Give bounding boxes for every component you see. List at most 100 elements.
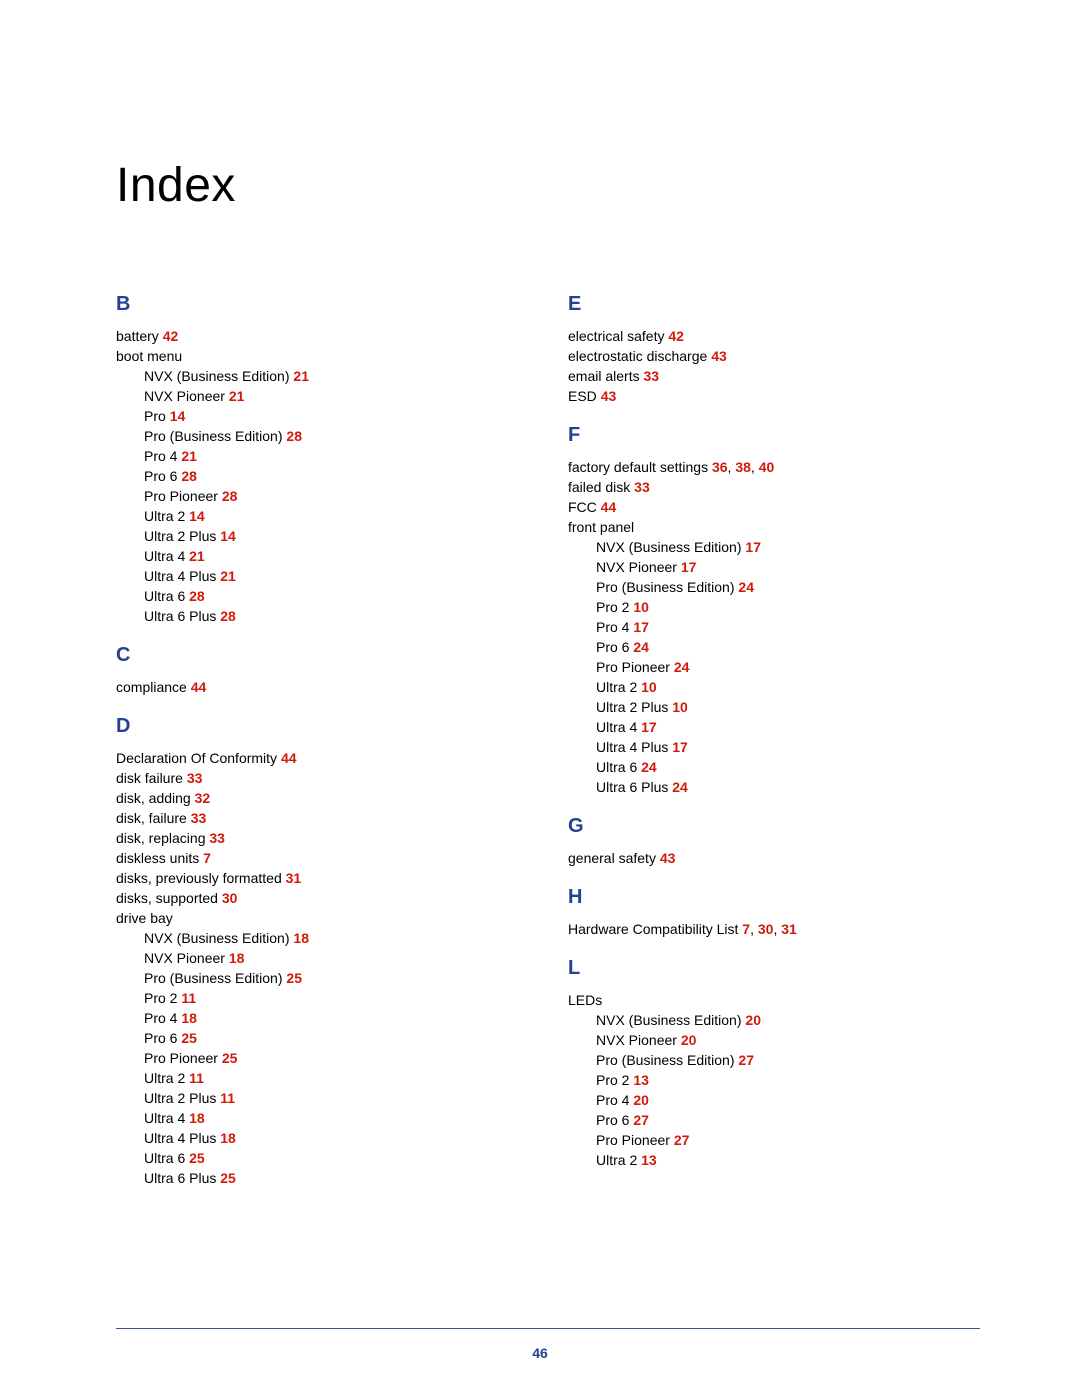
index-entry-label: electrostatic discharge bbox=[568, 348, 707, 364]
index-subentry: Pro (Business Edition) 28 bbox=[116, 426, 528, 446]
index-subentry: Ultra 4 Plus 17 bbox=[568, 737, 980, 757]
page-ref-link[interactable]: 25 bbox=[181, 1030, 197, 1046]
index-subentry: Pro 4 17 bbox=[568, 617, 980, 637]
index-entry-label: Pro 4 bbox=[596, 619, 629, 635]
page-ref-link[interactable]: 11 bbox=[220, 1090, 235, 1106]
page-ref-link[interactable]: 40 bbox=[759, 459, 775, 475]
page-ref-link[interactable]: 36 bbox=[712, 459, 728, 475]
page-ref-link[interactable]: 27 bbox=[738, 1052, 754, 1068]
page-ref-link[interactable]: 21 bbox=[220, 568, 236, 584]
index-subentry: Pro Pioneer 28 bbox=[116, 486, 528, 506]
index-subentry: Pro 4 20 bbox=[568, 1090, 980, 1110]
index-subentry: Ultra 6 Plus 25 bbox=[116, 1168, 528, 1188]
page-ref-link[interactable]: 21 bbox=[189, 548, 205, 564]
page-ref-link[interactable]: 7 bbox=[203, 850, 211, 866]
page-ref-link[interactable]: 28 bbox=[181, 468, 197, 484]
index-entry: disk failure 33 bbox=[116, 768, 528, 788]
page-ref-link[interactable]: 13 bbox=[641, 1152, 657, 1168]
page-ref-link[interactable]: 27 bbox=[674, 1132, 690, 1148]
index-entry: electrical safety 42 bbox=[568, 326, 980, 346]
page-ref-link[interactable]: 42 bbox=[668, 328, 684, 344]
page-ref-link[interactable]: 10 bbox=[633, 599, 649, 615]
page-ref-link[interactable]: 14 bbox=[170, 408, 186, 424]
page-ref-link[interactable]: 25 bbox=[222, 1050, 238, 1066]
page-ref-link[interactable]: 24 bbox=[672, 779, 688, 795]
index-entry-label: Pro Pioneer bbox=[144, 1050, 218, 1066]
page-ref-link[interactable]: 20 bbox=[681, 1032, 697, 1048]
index-letter-heading: L bbox=[568, 957, 980, 980]
page-ref-link[interactable]: 28 bbox=[222, 488, 238, 504]
page-ref-link[interactable]: 21 bbox=[181, 448, 197, 464]
page-ref-link[interactable]: 33 bbox=[643, 368, 659, 384]
page-ref-link[interactable]: 25 bbox=[189, 1150, 205, 1166]
page-ref-link[interactable]: 25 bbox=[286, 970, 302, 986]
index-entry-label: Pro Pioneer bbox=[596, 1132, 670, 1148]
page-ref-link[interactable]: 11 bbox=[189, 1070, 204, 1086]
page-ref-link[interactable]: 33 bbox=[209, 830, 225, 846]
index-entry-label: ESD bbox=[568, 388, 597, 404]
page-ref-link[interactable]: 44 bbox=[281, 750, 297, 766]
page-ref-link[interactable]: 18 bbox=[220, 1130, 236, 1146]
page-ref-link[interactable]: 24 bbox=[674, 659, 690, 675]
page-ref-link[interactable]: 32 bbox=[195, 790, 211, 806]
page-ref-link[interactable]: 30 bbox=[222, 890, 238, 906]
index-letter-heading: D bbox=[116, 715, 528, 738]
page-ref-link[interactable]: 20 bbox=[745, 1012, 761, 1028]
page-ref-link[interactable]: 38 bbox=[735, 459, 751, 475]
page-ref-link[interactable]: 44 bbox=[601, 499, 617, 515]
index-entry-label: Pro 6 bbox=[596, 1112, 629, 1128]
page-ref-link[interactable]: 20 bbox=[633, 1092, 649, 1108]
page-ref-link[interactable]: 18 bbox=[293, 930, 309, 946]
index-entry: compliance 44 bbox=[116, 677, 528, 697]
index-entry: front panel bbox=[568, 517, 980, 537]
page-ref-link[interactable]: 24 bbox=[738, 579, 754, 595]
page-ref-link[interactable]: 18 bbox=[229, 950, 245, 966]
page-ref-link[interactable]: 33 bbox=[634, 479, 650, 495]
page-ref-link[interactable]: 7 bbox=[742, 921, 750, 937]
page-ref-link[interactable]: 18 bbox=[189, 1110, 205, 1126]
page-ref-link[interactable]: 18 bbox=[181, 1010, 197, 1026]
index-entry-label: front panel bbox=[568, 519, 634, 535]
index-subentry: Pro 2 11 bbox=[116, 988, 528, 1008]
page-ref-link[interactable]: 24 bbox=[633, 639, 649, 655]
page-ref-link[interactable]: 10 bbox=[641, 679, 657, 695]
page-ref-link[interactable]: 43 bbox=[660, 850, 676, 866]
index-subentry: Pro 4 21 bbox=[116, 446, 528, 466]
page-ref-link[interactable]: 21 bbox=[293, 368, 309, 384]
page-ref-link[interactable]: 42 bbox=[163, 328, 179, 344]
index-entry-label: LEDs bbox=[568, 992, 602, 1008]
page-ref-link[interactable]: 44 bbox=[191, 679, 207, 695]
page-ref-link[interactable]: 24 bbox=[641, 759, 657, 775]
index-subentry: Ultra 2 14 bbox=[116, 506, 528, 526]
page-ref-link[interactable]: 31 bbox=[781, 921, 797, 937]
page-ref-link[interactable]: 31 bbox=[286, 870, 302, 886]
page-ref-link[interactable]: 14 bbox=[220, 528, 236, 544]
index-entry-label: Ultra 2 Plus bbox=[144, 528, 216, 544]
page-ref-link[interactable]: 28 bbox=[286, 428, 302, 444]
index-entry: Declaration Of Conformity 44 bbox=[116, 748, 528, 768]
page-ref-link[interactable]: 27 bbox=[633, 1112, 649, 1128]
page-ref-link[interactable]: 25 bbox=[220, 1170, 236, 1186]
page-ref-link[interactable]: 17 bbox=[672, 739, 688, 755]
page-ref-link[interactable]: 17 bbox=[641, 719, 657, 735]
page-ref-link[interactable]: 17 bbox=[681, 559, 697, 575]
page-ref-link[interactable]: 17 bbox=[633, 619, 649, 635]
index-entry-label: compliance bbox=[116, 679, 187, 695]
index-subentry: Pro (Business Edition) 27 bbox=[568, 1050, 980, 1070]
page-ref-link[interactable]: 14 bbox=[189, 508, 205, 524]
page-ref-link[interactable]: 13 bbox=[633, 1072, 649, 1088]
index-subentry: Pro 6 27 bbox=[568, 1110, 980, 1130]
page-ref-link[interactable]: 33 bbox=[191, 810, 207, 826]
page-ref-link[interactable]: 28 bbox=[220, 608, 236, 624]
page-ref-link[interactable]: 28 bbox=[189, 588, 205, 604]
page-ref-link[interactable]: 10 bbox=[672, 699, 688, 715]
page-ref-link[interactable]: 30 bbox=[758, 921, 774, 937]
page-ref-link[interactable]: 11 bbox=[181, 990, 196, 1006]
page-ref-link[interactable]: 17 bbox=[745, 539, 761, 555]
page-ref-link[interactable]: 43 bbox=[601, 388, 617, 404]
page-ref-link[interactable]: 43 bbox=[711, 348, 727, 364]
page-ref-link[interactable]: 21 bbox=[229, 388, 245, 404]
page-ref-link[interactable]: 33 bbox=[187, 770, 203, 786]
index-subentry: Pro 6 24 bbox=[568, 637, 980, 657]
page-title: Index bbox=[116, 158, 980, 213]
